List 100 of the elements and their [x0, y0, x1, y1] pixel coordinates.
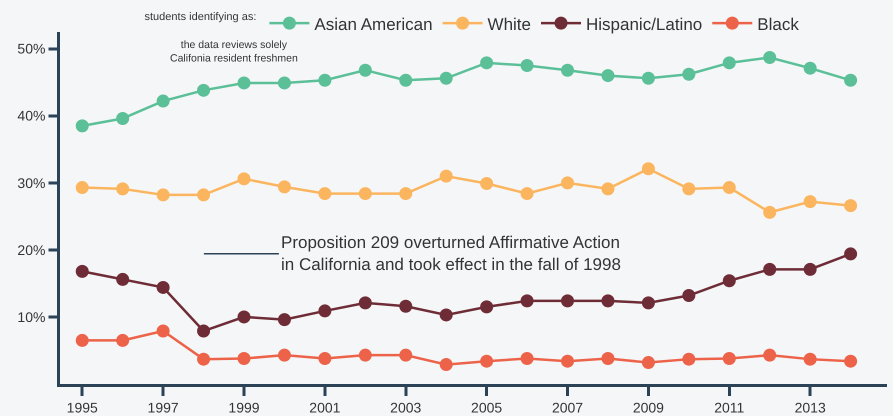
point — [238, 310, 250, 324]
x-tick-label: 2009 — [632, 400, 664, 416]
point — [399, 74, 412, 87]
point — [763, 348, 776, 362]
legend-label: Hispanic/Latino — [586, 14, 702, 34]
point — [722, 352, 736, 366]
point — [76, 264, 89, 278]
point — [561, 176, 574, 190]
point — [763, 262, 776, 276]
point — [278, 348, 291, 362]
point — [440, 170, 453, 183]
point — [642, 296, 655, 310]
point — [561, 64, 574, 77]
legend-label: Asian American — [314, 14, 433, 34]
point — [238, 76, 250, 90]
point — [804, 262, 817, 276]
point — [682, 182, 696, 196]
point — [358, 348, 372, 362]
point — [480, 56, 494, 70]
point — [399, 300, 412, 313]
point — [318, 304, 332, 318]
point — [116, 182, 130, 196]
point — [76, 181, 89, 194]
point — [520, 187, 534, 200]
point — [278, 76, 291, 90]
x-tick-label: 1999 — [228, 400, 260, 416]
legend-label: Black — [757, 14, 800, 34]
point — [682, 352, 696, 366]
y-tick-label: 40% — [17, 108, 46, 124]
point — [844, 247, 858, 260]
annotation: Proposition 209 overturned Affirmative Action in California and took effect in the fall of 1998 — [281, 233, 621, 274]
point — [722, 56, 736, 70]
point — [601, 294, 614, 308]
y-tick-label: 10% — [17, 308, 46, 325]
point — [358, 187, 372, 200]
x-tick-label: 2013 — [794, 400, 826, 416]
point — [278, 180, 291, 194]
point — [722, 181, 736, 194]
point — [601, 69, 614, 82]
legend-title: students identifying as: — [144, 10, 256, 23]
point — [763, 206, 776, 219]
y-tick-label: 20% — [17, 242, 46, 258]
point — [844, 354, 858, 368]
point — [480, 177, 494, 190]
point — [318, 187, 332, 200]
point — [76, 334, 89, 347]
point — [440, 358, 453, 372]
point — [156, 94, 170, 108]
x-tick-label: 2001 — [309, 400, 341, 416]
point — [318, 352, 332, 366]
point — [358, 296, 372, 310]
point — [844, 74, 858, 87]
point — [399, 348, 412, 362]
point — [561, 294, 574, 308]
point — [642, 162, 655, 176]
y-tick-label: 30% — [17, 174, 46, 191]
annotation: the data reviews solely Califonia resident freshmen — [170, 39, 298, 65]
point — [440, 72, 453, 85]
point — [156, 188, 170, 202]
point — [116, 272, 130, 286]
point — [682, 68, 696, 81]
point — [399, 187, 412, 200]
point — [520, 59, 534, 72]
point — [238, 352, 250, 366]
point — [561, 354, 574, 368]
point — [197, 352, 210, 366]
point — [197, 324, 210, 338]
x-tick-label: 1995 — [66, 400, 98, 416]
point — [520, 352, 534, 366]
point — [601, 182, 614, 196]
point — [76, 119, 89, 132]
point — [156, 324, 170, 338]
y-tick-label: 50% — [17, 40, 46, 57]
point — [358, 64, 372, 77]
point — [480, 354, 494, 368]
point — [804, 352, 817, 366]
point — [601, 352, 614, 366]
point — [440, 308, 453, 322]
legend-label: White — [488, 14, 531, 34]
point — [197, 188, 210, 202]
point — [278, 313, 291, 326]
x-tick-label: 1997 — [148, 400, 179, 416]
point — [238, 172, 250, 186]
point — [318, 74, 332, 87]
x-tick-label: 2003 — [390, 400, 422, 416]
x-tick-label: 2011 — [714, 400, 745, 416]
point — [116, 112, 130, 125]
x-tick-label: 2007 — [552, 400, 584, 416]
point — [763, 50, 776, 64]
point — [642, 72, 655, 85]
point — [197, 84, 210, 97]
point — [116, 334, 130, 347]
point — [682, 289, 696, 302]
point — [722, 274, 736, 288]
point — [804, 62, 817, 75]
point — [642, 356, 655, 370]
point — [804, 195, 817, 208]
x-tick-label: 2005 — [471, 400, 502, 416]
point — [520, 294, 534, 308]
point — [156, 280, 170, 294]
